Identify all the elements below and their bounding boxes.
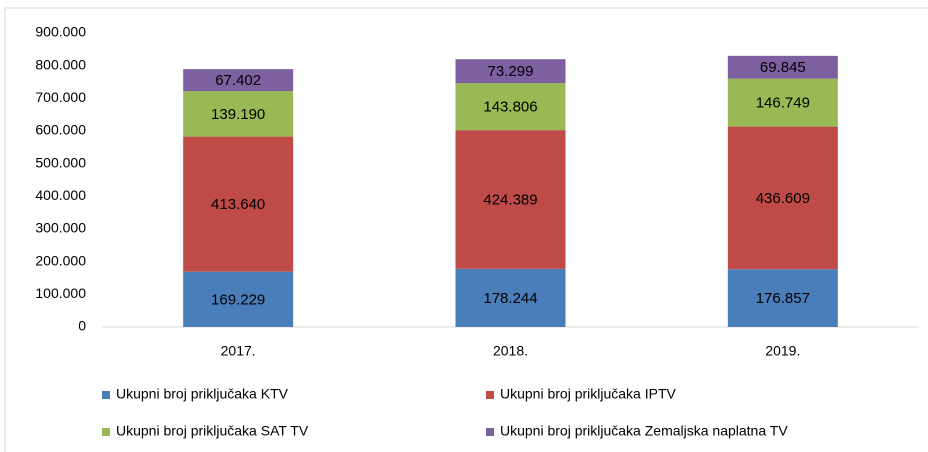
data-label: 169.229 [211,291,265,308]
bar-segment [727,55,838,79]
y-tick-label: 100.000 [35,285,86,301]
legend-swatch [102,428,110,436]
data-label: 146.749 [756,95,810,112]
y-tick-label: 200.000 [35,252,86,268]
bar-segment [183,136,294,272]
legend-label: Ukupni broj priključaka SAT TV [116,423,309,439]
y-tick-label: 600.000 [35,122,86,138]
bar-segment [455,83,566,131]
x-tick-label: 2019. [765,343,800,359]
bar-segment [183,91,294,137]
legend-label: Ukupni broj priključaka KTV [116,386,289,402]
data-label: 143.806 [483,99,537,116]
data-label: 73.299 [488,63,534,80]
x-tick-label: 2018. [493,343,528,359]
bar-segment [727,78,838,127]
bar-segment [183,271,294,327]
bar-segment [455,268,566,327]
legend-swatch [486,391,494,399]
legend-swatch [102,391,110,399]
y-tick-label: 300.000 [35,220,86,236]
legend-swatch [486,428,494,436]
data-label: 176.857 [756,290,810,307]
bar-segment [727,269,838,327]
legend-label: Ukupni broj priključaka IPTV [500,386,677,402]
bar-segment [727,126,838,270]
y-tick-label: 0 [78,318,86,334]
x-tick-label: 2017. [221,343,256,359]
data-label: 69.845 [760,59,806,76]
bar-segment [183,69,294,92]
data-label: 67.402 [215,72,261,89]
data-label: 424.389 [483,191,537,208]
data-label: 178.244 [483,290,537,307]
chart-border [4,7,928,452]
bar-segment [455,130,566,269]
y-tick-label: 900.000 [35,24,86,40]
data-label: 139.190 [211,106,265,123]
y-tick-label: 700.000 [35,89,86,105]
legend-label: Ukupni broj priključaka Zemaljska naplat… [500,423,788,439]
y-tick-label: 800.000 [35,56,86,72]
data-label: 413.640 [211,196,265,213]
bar-segment [455,59,566,84]
y-tick-label: 500.000 [35,154,86,170]
y-tick-label: 400.000 [35,187,86,203]
data-label: 436.609 [756,190,810,207]
